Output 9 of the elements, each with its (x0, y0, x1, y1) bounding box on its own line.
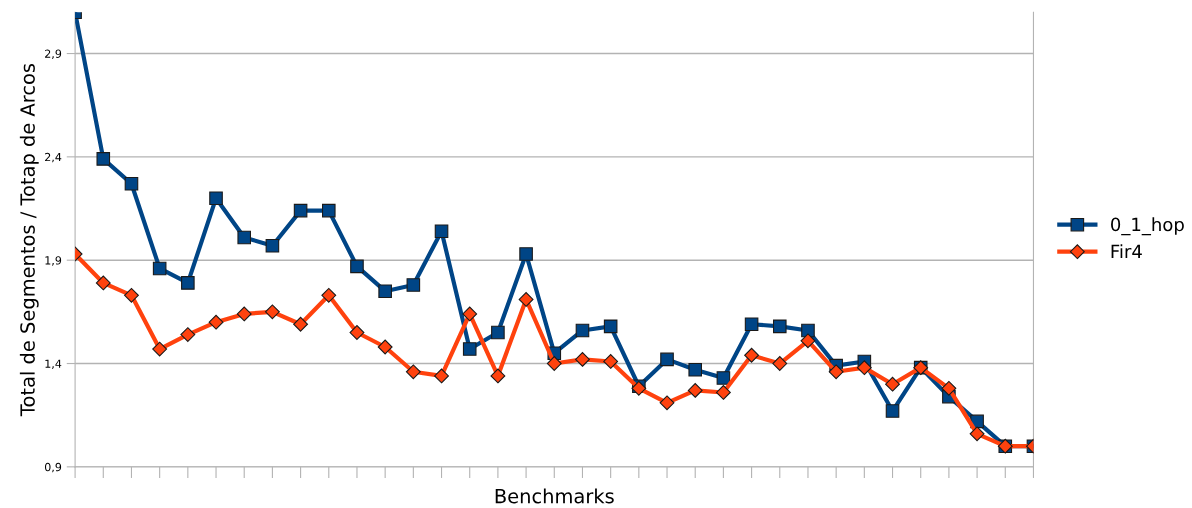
legend-label: Fir4 (1111, 244, 1142, 259)
y-tick-label: 1,9 (45, 256, 62, 266)
y-tick-label: 1,4 (45, 359, 62, 370)
y-tick-label: 2,4 (45, 152, 62, 163)
y-axis-title: Total de Segmentos / Totap de Arcos (19, 63, 39, 417)
legend-label: 0_1_hop (1111, 217, 1184, 236)
y-tick-label: 0,9 (44, 462, 62, 473)
y-tick-label: 2,9 (45, 49, 62, 60)
x-axis-title: Benchmarks (495, 488, 614, 504)
